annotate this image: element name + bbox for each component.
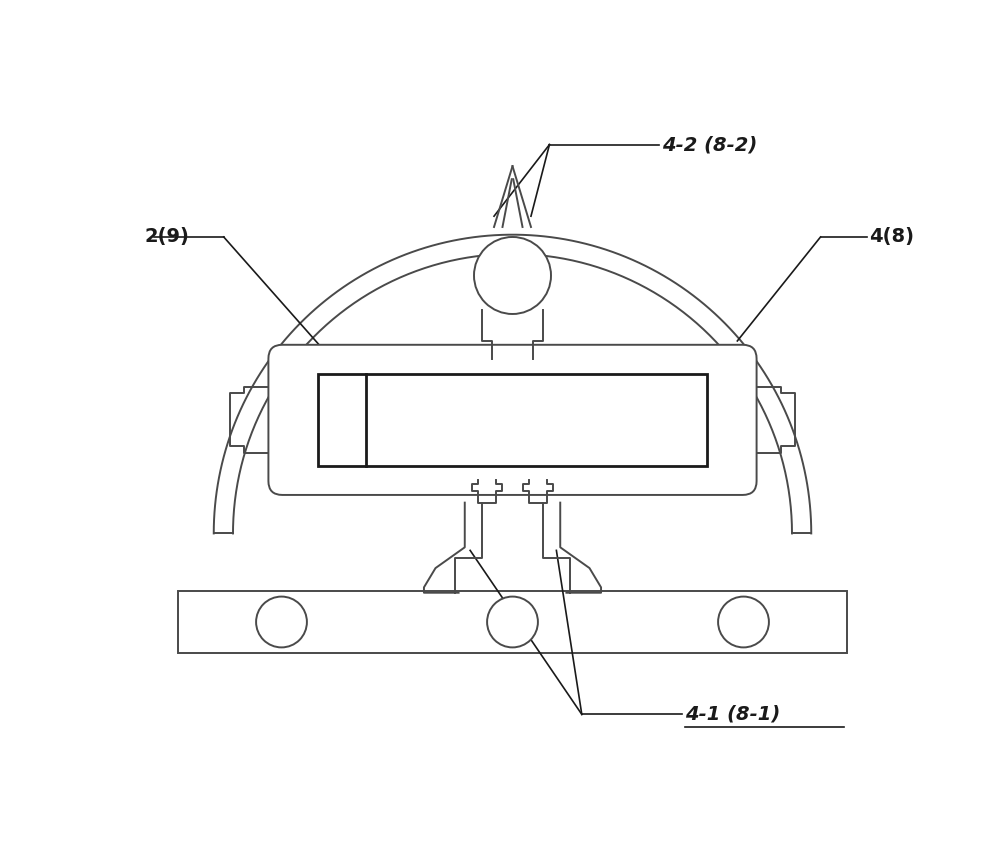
Bar [318,374,707,466]
FancyBboxPatch shape [268,345,757,495]
Circle shape [487,596,538,648]
Text: 4-1 (8-1): 4-1 (8-1) [685,705,780,724]
Circle shape [256,596,307,648]
Text: 4(8): 4(8) [869,227,914,246]
Circle shape [474,237,551,314]
Text: 2(9): 2(9) [144,227,189,246]
Text: 4-2 (8-2): 4-2 (8-2) [662,135,757,154]
Circle shape [718,596,769,648]
Bar [178,591,847,653]
